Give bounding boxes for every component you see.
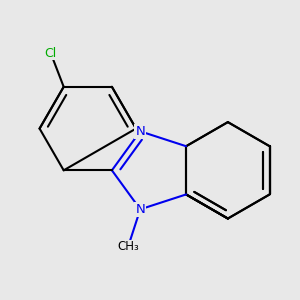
Text: CH₃: CH₃ (117, 240, 139, 254)
Text: Cl: Cl (45, 46, 57, 60)
Text: N: N (135, 203, 145, 216)
Text: N: N (135, 125, 145, 138)
